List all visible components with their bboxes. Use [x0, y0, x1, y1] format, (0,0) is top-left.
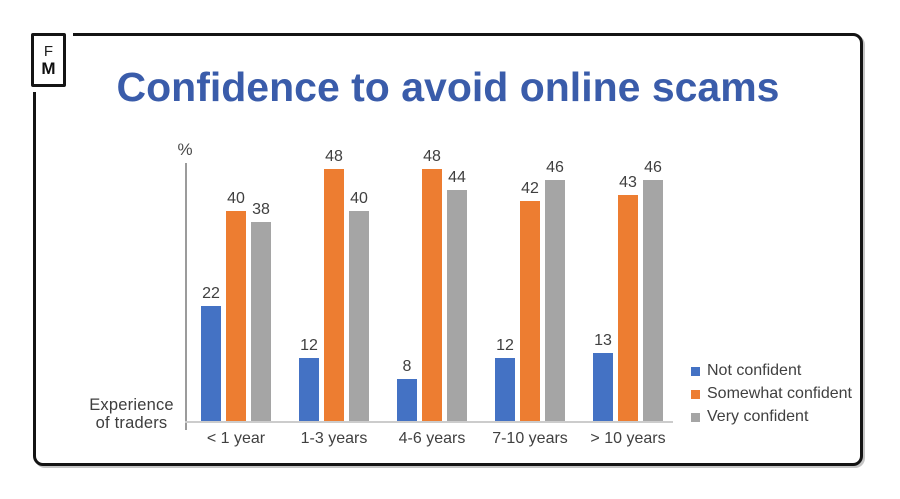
bar-somewhat-confident: [618, 195, 638, 421]
bar-value-label: 42: [521, 179, 539, 197]
bar-not-confident: [593, 352, 613, 421]
bar-value-label: 38: [252, 200, 270, 218]
x-axis-line: [185, 421, 673, 423]
bar-column: 12: [495, 337, 515, 421]
bar-column: 46: [545, 158, 565, 421]
y-axis-line: [185, 163, 187, 430]
bar-somewhat-confident: [324, 169, 344, 421]
bar-value-label: 46: [644, 158, 662, 176]
category-label: 7-10 years: [492, 430, 568, 447]
legend-item: Somewhat confident: [691, 385, 852, 402]
legend-item: Not confident: [691, 362, 852, 379]
bar-column: 44: [447, 169, 467, 421]
legend-swatch: [691, 389, 700, 399]
bar-cluster: 13 43 46: [593, 158, 663, 421]
bar-column: 40: [226, 190, 246, 421]
bar-very-confident: [349, 211, 369, 421]
bar-very-confident: [251, 221, 271, 421]
bar-value-label: 40: [227, 190, 245, 207]
bar-cluster: 22 40 38: [201, 190, 271, 421]
bar-column: 13: [593, 332, 613, 421]
bar-column: 40: [349, 190, 369, 421]
category-label: 4-6 years: [398, 430, 466, 447]
bar-value-label: 40: [350, 190, 368, 207]
bar-group: 8 48 44 4-6 years: [383, 148, 481, 447]
bar-value-label: 44: [448, 169, 466, 186]
category-label: > 10 years: [590, 430, 666, 447]
bar-value-label: 22: [202, 284, 220, 302]
bar-very-confident: [643, 179, 663, 421]
bar-value-label: 12: [300, 337, 318, 354]
bar-group: 12 48 40 1-3 years: [285, 148, 383, 447]
legend-label: Somewhat confident: [707, 385, 852, 402]
bar-very-confident: [447, 190, 467, 421]
legend-swatch: [691, 366, 700, 376]
bar-not-confident: [495, 358, 515, 421]
logo-letter-m: M: [41, 58, 56, 78]
bar-column: 48: [324, 148, 344, 421]
legend: Not confident Somewhat confident Very conf…: [691, 362, 852, 425]
plot-area: 22 40 38 < 1 year 12 48 40 1-3 years 8 48 44 4-6 ye…: [187, 148, 677, 448]
x-axis-title-line1: Experience: [89, 396, 174, 414]
bar-not-confident: [299, 358, 319, 421]
legend-item: Very confident: [691, 408, 852, 425]
legend-label: Not confident: [707, 362, 802, 379]
x-axis-title: Experience of traders: [66, 396, 197, 432]
bar-somewhat-confident: [226, 211, 246, 421]
fm-logo: F M: [31, 33, 66, 87]
bar-group: 13 43 46 > 10 years: [579, 149, 677, 448]
bar-value-label: 13: [594, 331, 612, 349]
category-label: 1-3 years: [300, 430, 368, 447]
category-label: < 1 year: [206, 430, 266, 447]
bar-cluster: 12 48 40: [299, 148, 369, 421]
bar-not-confident: [201, 305, 221, 421]
bar-cluster: 8 48 44: [397, 148, 467, 421]
bar-value-label: 48: [325, 148, 343, 165]
bar-column: 22: [201, 284, 221, 421]
bar-very-confident: [545, 179, 565, 421]
bar-somewhat-confident: [520, 200, 540, 421]
bar-group: 22 40 38 < 1 year: [187, 149, 285, 447]
bar-somewhat-confident: [422, 169, 442, 421]
bar-value-label: 12: [496, 337, 514, 354]
logo-letter-f: F: [43, 42, 54, 60]
legend-label: Very confident: [707, 408, 809, 425]
bar-column: 38: [251, 200, 271, 421]
bar-column: 42: [520, 179, 540, 421]
x-axis-title-line2: of traders: [95, 413, 168, 432]
bar-value-label: 43: [619, 174, 637, 192]
bar-value-label: 8: [402, 358, 412, 375]
bar-column: 43: [618, 174, 638, 421]
bar-value-label: 48: [423, 148, 441, 165]
bar-column: 12: [299, 337, 319, 421]
bar-column: 46: [643, 158, 663, 421]
bar-cluster: 12 42 46: [495, 158, 565, 421]
chart-title: Confidence to avoid online scams: [116, 64, 780, 110]
y-axis-unit-label: %: [177, 140, 193, 159]
bar-column: 8: [397, 358, 417, 421]
bar-not-confident: [397, 379, 417, 421]
bar-value-label: 46: [546, 158, 564, 176]
bar-column: 48: [422, 148, 442, 421]
bar-group: 12 42 46 7-10 years: [481, 149, 579, 448]
legend-swatch: [691, 412, 700, 422]
